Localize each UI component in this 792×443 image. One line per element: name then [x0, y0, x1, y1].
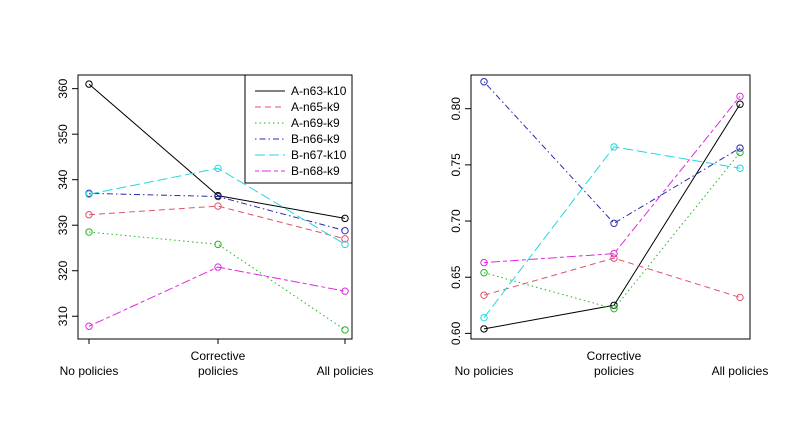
- data-point: [214, 202, 222, 210]
- data-point: [214, 240, 222, 249]
- series-line: [483, 257, 741, 298]
- y-tick-label: 320: [56, 260, 70, 280]
- data-point: [341, 287, 349, 295]
- data-point: [480, 258, 488, 267]
- series-line: [88, 83, 346, 219]
- series-line: [483, 81, 741, 224]
- data-point: [214, 263, 222, 271]
- legend-label: A-n69-k9: [291, 116, 340, 130]
- data-point: [480, 269, 488, 277]
- y-tick-label: 350: [56, 124, 70, 144]
- x-tick-label: Corrective policies: [587, 349, 642, 378]
- x-tick-label: All policies: [317, 364, 374, 378]
- data-point: [480, 325, 488, 333]
- x-tick-label: Corrective policies: [191, 349, 246, 378]
- data-point: [610, 219, 618, 227]
- data-point: [85, 80, 93, 88]
- series-line: [88, 205, 346, 240]
- plot-frame: [470, 74, 751, 340]
- data-point: [214, 192, 222, 201]
- legend-box: [244, 74, 353, 184]
- series-line: [483, 103, 741, 330]
- data-point: [610, 304, 618, 313]
- data-point: [736, 164, 744, 172]
- y-tick-label: 310: [56, 306, 70, 326]
- y-tick-label: 0.75: [449, 153, 463, 177]
- series-line: [483, 146, 741, 318]
- data-point: [736, 92, 744, 101]
- y-tick-label: 0.60: [449, 321, 463, 345]
- data-point: [480, 313, 488, 322]
- series-line: [88, 231, 346, 331]
- legend-label: A-n63-k10: [291, 84, 347, 98]
- data-point: [610, 143, 618, 151]
- y-tick-label: 0.80: [449, 97, 463, 121]
- data-point: [736, 293, 744, 302]
- data-point: [736, 148, 744, 157]
- left-chart: 310 320 330 340 350 360 No policies Corrective p…: [56, 74, 374, 378]
- x-tick-label: No policies: [60, 364, 119, 378]
- data-point: [341, 235, 349, 243]
- data-point: [85, 322, 93, 330]
- data-point: [85, 211, 93, 219]
- data-point: [610, 249, 618, 258]
- series-line: [483, 96, 741, 264]
- legend-label: B-n68-k9: [291, 164, 340, 178]
- data-point: [341, 226, 349, 235]
- series-line: [483, 152, 741, 310]
- plot-frame: [77, 74, 353, 340]
- data-point: [480, 78, 488, 86]
- data-point: [214, 164, 222, 173]
- x-tick-label: All policies: [712, 364, 769, 378]
- data-point: [85, 228, 93, 236]
- series-line: [88, 266, 346, 327]
- y-tick-label: 330: [56, 215, 70, 235]
- data-point: [341, 326, 349, 334]
- y-tick-label: 340: [56, 169, 70, 189]
- y-tick-label: 0.70: [449, 209, 463, 233]
- data-point: [610, 254, 618, 262]
- data-point: [341, 240, 349, 249]
- data-point: [85, 190, 93, 198]
- y-tick-label: 360: [56, 78, 70, 98]
- x-tick-label: No policies: [455, 364, 514, 378]
- data-point: [480, 291, 488, 299]
- legend-label: B-n67-k10: [291, 148, 347, 162]
- right-chart: 0.60 0.65 0.70 0.75 0.80 No policies Correctiv…: [449, 74, 769, 378]
- data-point: [736, 100, 744, 108]
- legend-label: B-n66-k9: [291, 132, 340, 146]
- y-tick-label: 0.65: [449, 265, 463, 289]
- series-line: [88, 167, 346, 245]
- legend-label: A-n65-k9: [291, 100, 340, 114]
- data-point: [341, 214, 349, 223]
- data-point: [736, 144, 744, 152]
